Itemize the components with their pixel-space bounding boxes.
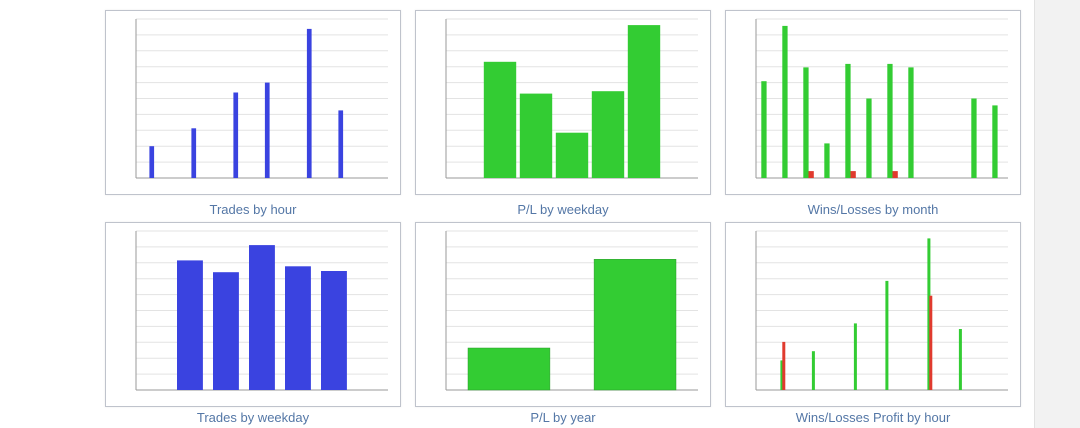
gridlines [756,230,1008,391]
bar [845,63,851,178]
bar [249,245,275,390]
bar [593,259,677,391]
chart-trades-by-weekday [135,230,388,391]
bar [591,91,625,178]
bar [555,132,589,178]
bar [483,61,517,178]
bar [992,105,998,178]
chart-grid: Trades by hour P/L by weekday Wins/Losse… [105,10,1025,428]
chart-frame-wins-losses-profit-by-hour [725,222,1021,407]
bar [519,93,553,178]
bar [853,323,857,390]
bar [811,351,815,390]
bar [191,128,197,178]
bar [780,360,784,390]
chart-trades-by-hour [135,18,388,179]
bar [885,280,889,390]
chart-wins-losses-by-month [755,18,1008,179]
chart-wins-losses-profit-by-hour [755,230,1008,391]
bar [761,81,767,178]
page-scrollbar[interactable] [1034,0,1080,428]
chart-caption-wins-losses-profit-by-hour[interactable]: Wins/Losses Profit by hour [795,410,951,425]
bar [782,341,786,390]
bar [306,28,312,179]
bar [824,143,830,178]
bar [866,98,872,178]
bar [927,238,931,390]
gridlines [136,18,388,179]
chart-frame-wins-losses-by-month [725,10,1021,195]
chart-frame-pl-by-year [415,222,711,407]
bar [808,171,814,178]
bar [177,260,203,390]
bar [782,25,788,179]
bar [285,266,311,390]
bar [929,295,933,390]
chart-caption-pl-by-weekday[interactable]: P/L by weekday [517,202,609,217]
bar [213,272,239,390]
bar [627,25,661,178]
chart-frame-pl-by-weekday [415,10,711,195]
chart-caption-trades-by-weekday[interactable]: Trades by weekday [196,410,310,425]
bar [264,82,270,178]
chart-frame-trades-by-hour [105,10,401,195]
bar [803,67,809,178]
chart-caption-wins-losses-by-month[interactable]: Wins/Losses by month [807,202,939,217]
chart-pl-by-year [445,230,698,391]
bar [850,171,856,178]
bar [887,63,893,178]
bar [233,92,239,178]
bar [149,146,155,178]
bar [908,67,914,178]
chart-frame-trades-by-weekday [105,222,401,407]
bar [971,98,977,178]
bar [958,329,962,390]
bar [338,110,344,178]
bar [467,347,551,391]
bar [321,271,347,390]
chart-caption-pl-by-year[interactable]: P/L by year [530,410,596,425]
bar [892,171,898,178]
chart-pl-by-weekday [445,18,698,179]
gridlines [756,18,1008,179]
chart-caption-trades-by-hour[interactable]: Trades by hour [209,202,297,217]
